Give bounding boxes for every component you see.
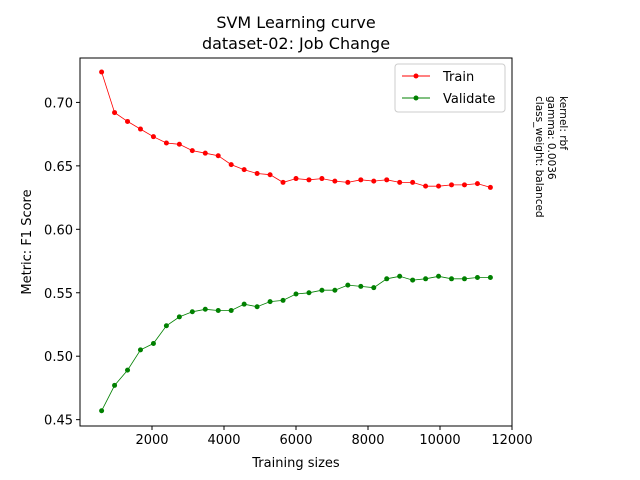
- data-point-train: [293, 176, 299, 182]
- y-axis-label: Metric: F1 Score: [20, 189, 35, 294]
- parameter-annotation: kernel: rbf gamma: 0.0036 class_weight: …: [533, 96, 569, 218]
- chart-title: SVM Learning curve: [216, 13, 375, 32]
- data-point-train: [332, 178, 338, 184]
- data-point-validate: [487, 275, 493, 281]
- data-point-train: [112, 110, 118, 116]
- data-point-train: [474, 181, 480, 187]
- data-point-train: [137, 126, 143, 132]
- x-axis-label: Training sizes: [251, 456, 340, 471]
- data-point-validate: [306, 290, 312, 296]
- x-tick-label: 10000: [419, 433, 460, 448]
- data-point-train: [215, 153, 221, 159]
- data-point-train: [461, 182, 467, 188]
- x-tick-label: 12000: [491, 433, 532, 448]
- y-tick-label: 0.70: [44, 96, 73, 111]
- data-point-train: [319, 176, 325, 182]
- data-point-train: [280, 179, 286, 185]
- data-point-validate: [293, 291, 299, 297]
- data-point-validate: [449, 276, 455, 282]
- plot-frame: [79, 57, 513, 427]
- annotation-class-weight: class_weight: balanced: [533, 96, 545, 218]
- data-point-train: [163, 140, 169, 146]
- data-point-train: [306, 177, 312, 183]
- data-point-validate: [461, 276, 467, 282]
- data-point-train: [202, 150, 208, 156]
- data-point-validate: [345, 282, 351, 288]
- plot-area: 2000 4000 6000 8000 10000 12000 0.45 0.50 0.55 0.…: [44, 69, 533, 448]
- y-tick-label: 0.45: [44, 414, 73, 429]
- data-point-train: [176, 141, 182, 147]
- data-point-validate: [371, 285, 377, 291]
- data-point-train: [99, 69, 105, 75]
- data-point-train: [384, 177, 390, 183]
- data-point-train: [267, 172, 273, 178]
- data-point-validate: [280, 297, 286, 303]
- data-point-validate: [125, 367, 131, 373]
- data-point-validate: [137, 347, 143, 353]
- annotation-gamma: gamma: 0.0036: [545, 96, 557, 180]
- legend-validate-label: Validate: [443, 92, 495, 107]
- data-point-validate: [163, 323, 169, 329]
- x-tick-label: 8000: [351, 433, 384, 448]
- annotation-kernel: kernel: rbf: [557, 96, 569, 150]
- data-point-train: [449, 182, 455, 188]
- data-point-validate: [397, 273, 403, 279]
- data-point-train: [410, 179, 416, 185]
- data-point-validate: [319, 287, 325, 293]
- data-point-train: [358, 177, 364, 183]
- data-point-validate: [189, 309, 195, 315]
- data-point-validate: [254, 304, 260, 310]
- data-point-train: [487, 184, 493, 190]
- data-point-validate: [423, 276, 429, 282]
- data-point-validate: [215, 308, 221, 314]
- data-point-validate: [202, 306, 208, 312]
- y-tick-label: 0.65: [44, 160, 73, 175]
- x-tick-label: 4000: [207, 433, 240, 448]
- y-tick-label: 0.50: [44, 350, 73, 365]
- data-point-train: [228, 162, 234, 168]
- data-point-validate: [267, 299, 273, 305]
- data-point-validate: [241, 301, 247, 307]
- data-point-train: [371, 178, 377, 184]
- data-point-validate: [384, 276, 390, 282]
- data-point-train: [345, 179, 351, 185]
- legend-validate-marker: [413, 95, 419, 101]
- data-point-validate: [474, 275, 480, 281]
- data-point-train: [189, 148, 195, 154]
- legend-train-label: Train: [442, 70, 474, 85]
- data-point-validate: [176, 314, 182, 320]
- data-point-validate: [436, 273, 442, 279]
- legend-train-marker: [413, 73, 419, 79]
- y-tick-label: 0.60: [44, 223, 73, 238]
- data-point-validate: [332, 287, 338, 293]
- legend: Train Validate: [394, 63, 506, 113]
- data-point-validate: [228, 308, 234, 314]
- data-point-validate: [358, 283, 364, 289]
- data-point-validate: [99, 408, 105, 414]
- data-point-train: [436, 183, 442, 189]
- data-point-validate: [150, 341, 156, 347]
- data-point-validate: [112, 382, 118, 388]
- x-tick-label: 6000: [279, 433, 312, 448]
- data-point-train: [423, 183, 429, 189]
- data-point-train: [241, 167, 247, 173]
- data-point-train: [254, 170, 260, 176]
- data-point-train: [125, 118, 131, 124]
- data-point-validate: [410, 277, 416, 283]
- y-tick-label: 0.55: [44, 287, 73, 302]
- x-tick-label: 2000: [135, 433, 168, 448]
- data-point-train: [397, 179, 403, 185]
- chart-subtitle: dataset-02: Job Change: [202, 34, 390, 53]
- data-point-train: [150, 134, 156, 140]
